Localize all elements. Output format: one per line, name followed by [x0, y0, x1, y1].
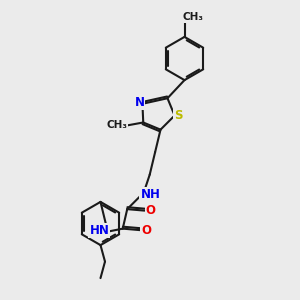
Text: NH: NH	[140, 188, 160, 201]
Text: CH₃: CH₃	[106, 121, 128, 130]
Text: O: O	[141, 224, 151, 237]
Text: CH₃: CH₃	[182, 12, 203, 22]
Text: HN: HN	[89, 224, 109, 237]
Text: O: O	[146, 204, 156, 217]
Text: N: N	[134, 96, 144, 109]
Text: S: S	[174, 109, 182, 122]
